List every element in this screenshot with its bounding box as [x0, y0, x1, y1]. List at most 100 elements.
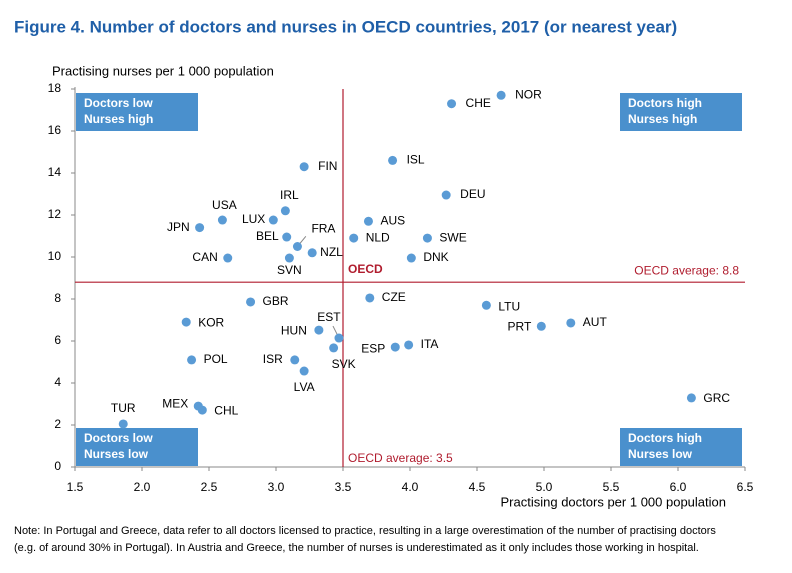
point: [118, 419, 128, 429]
quadrant-bg: [620, 93, 742, 131]
x-tick-label: 4.5: [469, 480, 486, 494]
reference-tag: OECD: [348, 262, 383, 276]
point: [329, 343, 339, 353]
point-label: CHE: [466, 96, 491, 110]
note: (e.g. of around 30% in Portugal). In Aus…: [14, 542, 699, 554]
point: [223, 253, 233, 263]
x-tick-label: 4.0: [402, 480, 419, 494]
point-label: BEL: [256, 229, 279, 243]
point-label: LVA: [294, 380, 315, 394]
chart-title: Figure 4. Number of doctors and nurses i…: [14, 17, 677, 36]
point-label: NOR: [515, 87, 542, 101]
point: [406, 253, 416, 263]
quadrant-label: Doctors low: [84, 431, 153, 445]
point-label: SVK: [332, 357, 356, 371]
reference-label: OECD average: 3.5: [348, 451, 453, 465]
point: [404, 340, 414, 350]
point-label: HUN: [281, 323, 307, 337]
point: [349, 233, 359, 243]
x-tick-label: 3.0: [268, 480, 285, 494]
y-tick-label: 14: [48, 165, 62, 179]
point: [566, 318, 576, 328]
y-axis-title: Practising nurses per 1 000 population: [52, 63, 274, 78]
x-tick-label: 6.0: [670, 480, 687, 494]
point: [334, 333, 344, 343]
y-tick-label: 8: [54, 291, 61, 305]
x-tick-label: 1.5: [67, 480, 84, 494]
quadrant-bg: [620, 428, 742, 466]
x-tick-label: 5.0: [536, 480, 553, 494]
point: [496, 90, 506, 100]
point-label: LUX: [242, 212, 265, 226]
point-label: ITA: [421, 337, 439, 351]
x-tick-label: 5.5: [603, 480, 620, 494]
point: [284, 253, 294, 263]
point-label: FIN: [318, 159, 337, 173]
point: [299, 366, 309, 376]
quadrant-label: Nurses high: [628, 112, 697, 126]
point-label: FRA: [311, 222, 335, 236]
y-tick-label: 4: [54, 375, 61, 389]
point-label: AUS: [380, 213, 405, 227]
point: [246, 297, 256, 307]
quadrant-box: Doctors high Nurses low: [620, 428, 742, 466]
point-label: AUT: [583, 315, 608, 329]
point: [292, 242, 302, 251]
point: [280, 206, 290, 216]
point: [187, 355, 197, 365]
y-tick-label: 2: [54, 417, 61, 431]
point: [197, 405, 207, 415]
quadrant-label: Doctors high: [628, 96, 702, 110]
point-label: DEU: [460, 187, 485, 201]
point-label: GBR: [263, 294, 289, 308]
point: [536, 321, 546, 331]
point: [388, 155, 398, 165]
point-label: NLD: [366, 230, 390, 244]
x-tick-label: 6.5: [737, 480, 754, 494]
y-tick-label: 18: [48, 81, 62, 95]
point: [195, 223, 205, 233]
point: [441, 190, 451, 200]
quadrant-box: Doctors low Nurses low: [76, 428, 198, 466]
point-label: GRC: [703, 391, 730, 405]
point-label: ESP: [361, 341, 385, 355]
point: [363, 216, 373, 226]
quadrant-box: Doctors high Nurses high: [620, 93, 742, 131]
point-label: ISR: [263, 352, 283, 366]
point-label: USA: [212, 198, 237, 212]
point-label: JPN: [167, 220, 190, 234]
point: [268, 215, 278, 225]
quadrant-label: Doctors high: [628, 431, 702, 445]
quadrant-label: Nurses low: [628, 447, 693, 461]
point-label: LTU: [498, 299, 520, 313]
point: [481, 300, 491, 310]
quadrant-label: Doctors low: [84, 96, 153, 110]
point-label: CHL: [214, 403, 238, 417]
point: [307, 248, 317, 258]
point: [217, 215, 227, 225]
quadrant-label: Nurses high: [84, 112, 153, 126]
x-tick-label: 3.5: [335, 480, 352, 494]
point-label: SVN: [277, 263, 302, 277]
point-label: CAN: [192, 250, 217, 264]
y-tick-label: 0: [54, 459, 61, 473]
point: [447, 99, 457, 109]
point-label: POL: [204, 352, 228, 366]
point-label: CZE: [382, 290, 406, 304]
point-label: SWE: [439, 230, 466, 244]
point: [282, 232, 292, 242]
point-label: TUR: [111, 401, 136, 415]
point-label: MEX: [162, 396, 188, 410]
point: [299, 162, 309, 172]
point: [422, 233, 432, 243]
point: [314, 325, 324, 335]
point-label: NZL: [320, 245, 343, 259]
x-tick-label: 2.5: [201, 480, 218, 494]
point: [181, 317, 191, 327]
point: [686, 393, 696, 403]
point-label: DNK: [423, 250, 448, 264]
point: [290, 355, 300, 365]
point: [390, 342, 400, 352]
point-label: ISL: [407, 153, 425, 167]
